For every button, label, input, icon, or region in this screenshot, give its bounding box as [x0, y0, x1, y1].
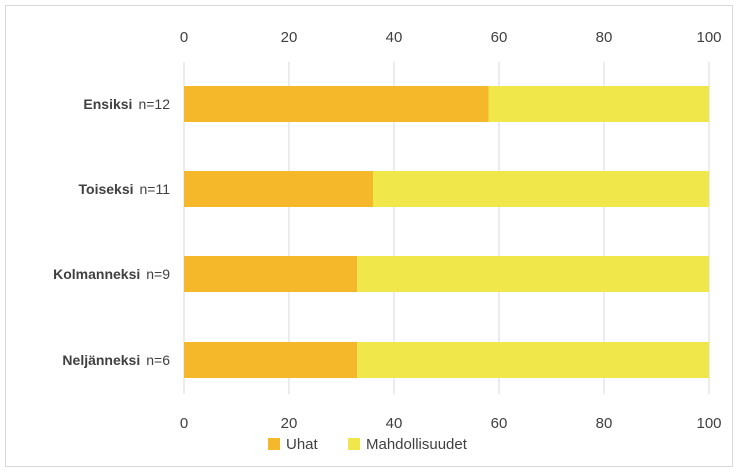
category-name: Neljänneksi — [62, 352, 140, 368]
bar-uhat-kolmanneksi — [184, 256, 358, 292]
x-tick-label-bottom: 40 — [386, 415, 403, 432]
bar-mahdollisuudet-toiseksi — [373, 171, 709, 207]
category-n: n=12 — [138, 96, 170, 112]
x-tick-label-bottom: 60 — [491, 415, 508, 432]
category-n: n=11 — [140, 181, 171, 197]
bar-mahdollisuudet-kolmanneksi — [357, 256, 709, 292]
x-tick-label-bottom: 80 — [596, 415, 613, 432]
category-label: Kolmanneksi n=9 — [53, 266, 170, 282]
bar-uhat-ensiksi — [184, 86, 489, 122]
category-name: Kolmanneksi — [53, 266, 140, 282]
legend-label-uhat: Uhat — [286, 436, 319, 453]
category-name: Ensiksi — [83, 96, 132, 112]
legend-label-mahdollisuudet: Mahdollisuudet — [366, 436, 468, 453]
x-tick-label-top: 0 — [180, 29, 188, 46]
legend-swatch-mahdollisuudet — [348, 438, 360, 450]
x-tick-label-bottom: 20 — [281, 415, 298, 432]
x-tick-label-bottom: 0 — [180, 415, 188, 432]
x-tick-label-top: 40 — [386, 29, 403, 46]
category-n: n=6 — [146, 352, 170, 368]
x-tick-label-top: 60 — [491, 29, 508, 46]
x-tick-label-top: 80 — [596, 29, 613, 46]
category-name: Toiseksi — [79, 181, 134, 197]
legend-swatch-uhat — [268, 438, 280, 450]
bar-mahdollisuudet-neljänneksi — [357, 342, 709, 378]
bar-uhat-neljänneksi — [184, 342, 358, 378]
category-label: Ensiksi n=12 — [83, 96, 170, 112]
category-label: Toiseksi n=11 — [79, 181, 171, 197]
x-tick-label-bottom: 100 — [696, 415, 721, 432]
bar-uhat-toiseksi — [184, 171, 373, 207]
x-tick-label-top: 20 — [281, 29, 298, 46]
bar-mahdollisuudet-ensiksi — [488, 86, 709, 122]
x-tick-label-top: 100 — [696, 29, 721, 46]
category-n: n=9 — [146, 266, 170, 282]
category-label: Neljänneksi n=6 — [62, 352, 170, 368]
chart-frame — [5, 5, 733, 467]
